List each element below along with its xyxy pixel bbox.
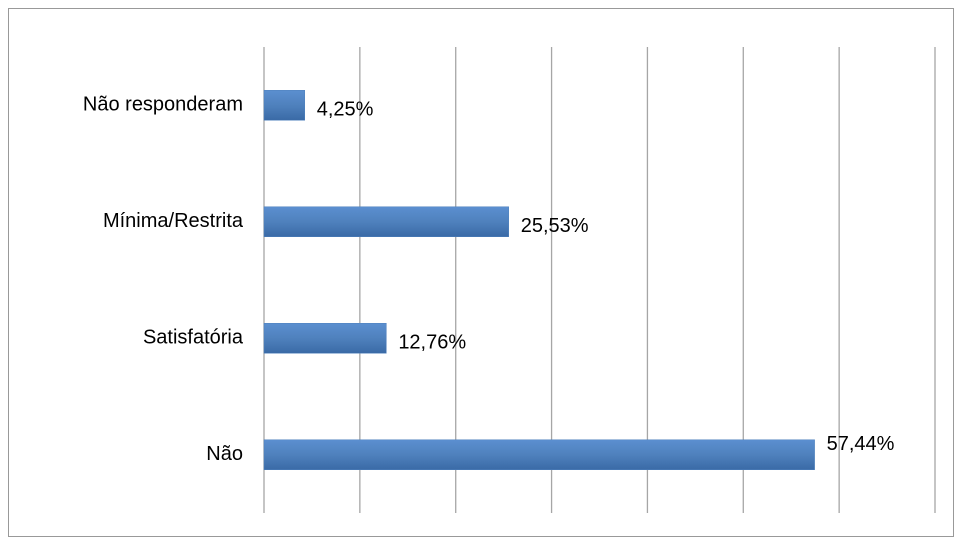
y-tick-label: Não responderam (83, 94, 243, 116)
bar (263, 439, 815, 470)
data-label: 25,53% (521, 215, 589, 237)
y-tick-label: Não (206, 443, 243, 465)
bar (263, 206, 509, 237)
data-label: 57,44% (827, 433, 895, 455)
y-tick-label: Satisfatória (143, 327, 244, 349)
y-tick-label: Mínima/Restrita (103, 210, 244, 232)
bar (263, 90, 305, 121)
data-label: 12,76% (398, 332, 466, 354)
bar (263, 323, 387, 354)
data-label: 4,25% (317, 99, 374, 121)
